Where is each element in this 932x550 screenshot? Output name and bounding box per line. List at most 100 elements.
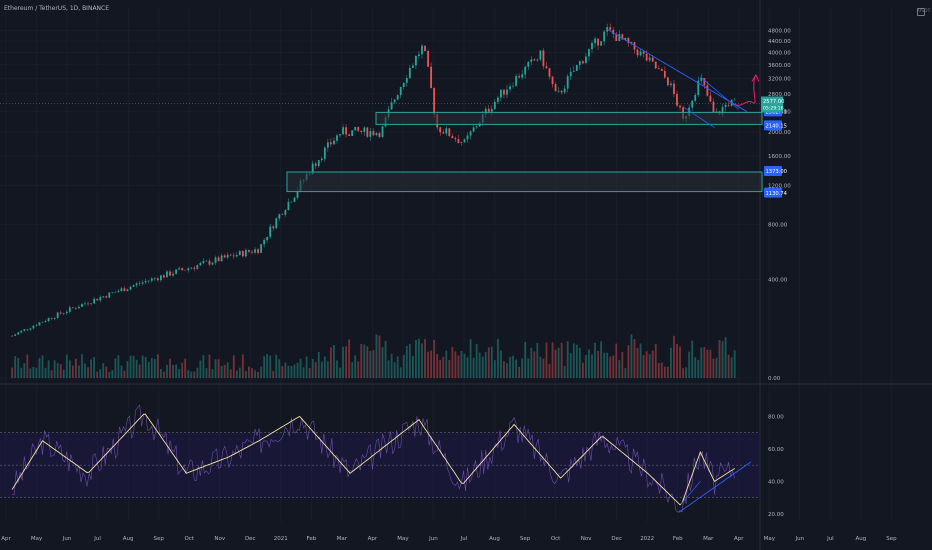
candle-body [627, 37, 630, 43]
candle-body [624, 37, 627, 40]
volume-bar [23, 363, 26, 378]
volume-bar [703, 347, 706, 378]
x-axis-tick-label: 2022 [640, 536, 654, 542]
volume-bar [588, 349, 590, 378]
volume-bar [278, 359, 281, 378]
candle-body [560, 90, 563, 93]
candle-body [709, 95, 712, 102]
volume-bar [299, 358, 302, 378]
volume-bar [35, 367, 38, 378]
volume-bar [506, 363, 508, 378]
candle-body [536, 59, 539, 61]
candle-body [141, 282, 144, 284]
candle-body [557, 90, 560, 92]
candle-body [724, 104, 727, 108]
volume-bar [457, 355, 460, 378]
volume-bar [706, 349, 709, 378]
volume-bar [105, 366, 108, 378]
volume-bar [29, 368, 32, 378]
candle-body [193, 267, 196, 269]
candle-body [62, 313, 65, 314]
candle-body [588, 49, 590, 57]
candle-body [372, 131, 375, 136]
volume-bar [563, 365, 566, 378]
trendline-down [606, 28, 748, 112]
zone-label-top: 2382.41 [766, 110, 787, 116]
candle-body [345, 127, 347, 135]
volume-bar [378, 335, 381, 378]
candle-body [500, 89, 502, 98]
candle-body [484, 108, 487, 115]
volume-bar [220, 365, 223, 378]
volume-bar [135, 359, 138, 378]
volume-bar [612, 355, 615, 378]
price-axis-tick-label: 4800.00 [768, 28, 791, 34]
x-axis-tick-label: Nov [214, 536, 225, 542]
volume-bar [293, 364, 296, 378]
candle-body [196, 265, 199, 269]
candle-body [451, 136, 454, 139]
zone-label-bottom-bg [764, 120, 782, 131]
settings-icon[interactable] [917, 8, 925, 16]
candle-body [71, 307, 74, 309]
candle-body [29, 328, 32, 330]
candle-body [418, 54, 420, 56]
volume-bar [518, 366, 521, 378]
candle-body [284, 210, 287, 215]
volume-bar [654, 343, 657, 378]
volume-bar [68, 360, 71, 378]
volume-bar [572, 343, 575, 378]
candle-body [323, 147, 326, 159]
candle-body [402, 82, 405, 87]
volume-bar [387, 360, 390, 378]
volume-bar [639, 343, 642, 378]
volume-bar [657, 363, 660, 378]
volume-bar [536, 342, 539, 378]
x-axis-tick-label: Sep [153, 536, 164, 542]
candle-body [202, 261, 205, 264]
volume-bar [676, 343, 678, 378]
volume-bar [275, 354, 278, 378]
volume-bar [624, 368, 627, 378]
volume-bar [512, 355, 514, 378]
volume-bar [600, 341, 603, 378]
volume-bar [666, 366, 669, 378]
volume-bar [560, 342, 563, 378]
price-axis-tick-label: 3200.00 [768, 77, 791, 83]
volume-bar [575, 344, 578, 378]
volume-bar [342, 346, 344, 378]
candle-body [44, 321, 47, 322]
candle-body [320, 158, 323, 161]
volume-bar [475, 343, 478, 378]
candle-body [369, 131, 372, 137]
candle-body [512, 85, 514, 87]
candle-body [727, 104, 730, 106]
volume-bar [147, 362, 150, 378]
candle-body [205, 260, 208, 262]
volume-bar [74, 358, 77, 378]
candle-body [524, 66, 527, 75]
volume-bar [651, 350, 654, 378]
candle-body [11, 335, 14, 337]
candle-body [366, 127, 369, 137]
candle-body [612, 29, 615, 35]
volume-bar [366, 346, 369, 378]
x-axis-tick-label: Apr [734, 536, 744, 542]
candle-body [126, 289, 129, 292]
candle-body [615, 34, 618, 41]
candle-body [184, 269, 187, 271]
candle-body [666, 77, 669, 86]
volume-bar [578, 347, 581, 378]
trendline-wedge-top [700, 76, 739, 110]
candle-body [390, 102, 393, 110]
candle-body [166, 271, 168, 278]
candle-body [290, 201, 293, 203]
volume-bar [263, 356, 266, 378]
x-axis-tick-label: Jun [428, 536, 438, 542]
candle-body [330, 142, 332, 145]
volume-bar [223, 364, 226, 378]
volume-bar [503, 361, 505, 378]
volume-bar [487, 347, 490, 378]
candle-body [733, 99, 736, 101]
